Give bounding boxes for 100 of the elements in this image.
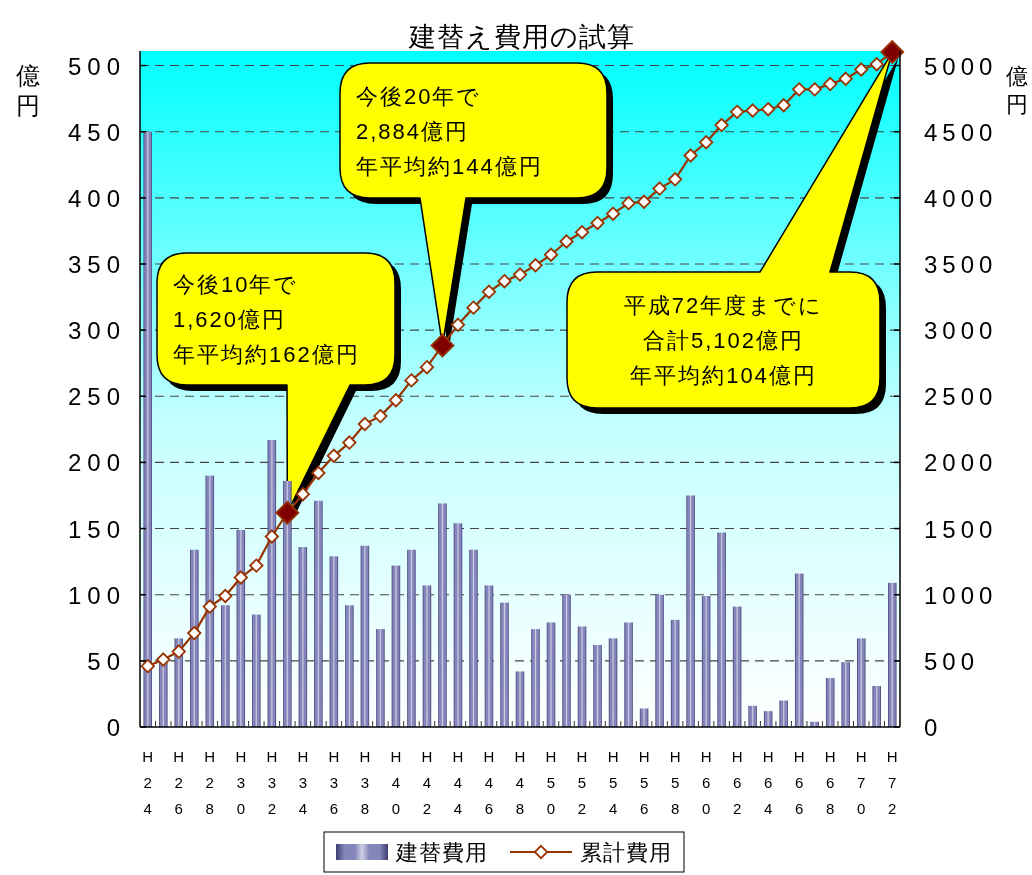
bar [825,678,835,727]
point [574,225,590,240]
x-tick-label: H38 [359,748,371,817]
point [264,529,279,544]
bar [190,549,199,727]
point [838,71,853,86]
bar [391,565,401,727]
annotation: 今後10年で1,620億円年平均約162億円 [173,272,360,367]
y2-tick-label: 5000 [924,52,998,80]
point [714,117,729,133]
x-tick-label: H46 [483,748,495,817]
y2-tick-label: 1000 [924,581,998,609]
y-tick-label: 50 [87,647,126,675]
point [311,465,326,481]
x-tick-label: H40 [390,748,402,817]
x-tick-label: H70 [855,748,867,817]
y-tick-label: 100 [67,581,126,609]
bar [887,582,897,727]
bar [314,500,323,727]
bar [701,596,711,727]
point [559,234,574,249]
x-tick-label: H36 [328,748,340,817]
bar [593,644,602,727]
bar [531,629,540,727]
annotation: 今後20年で2,884億円年平均約144億円 [356,83,543,179]
point [792,82,807,97]
bar [438,503,447,727]
bar [562,594,571,727]
bar [159,660,168,727]
x-tick-label: H34 [297,748,309,817]
y-tick-label: 0 [106,714,126,741]
legend-label: 建替費用 [395,840,488,865]
x-tick-label: H58 [669,748,681,817]
y2-tick-label: 500 [924,647,980,675]
bar [345,605,354,727]
chart-title: 建替え費用の試算 [408,22,635,52]
bar [748,705,757,727]
y-tick-label: 200 [67,449,126,477]
bar [655,594,664,727]
bar [329,556,339,727]
bar [453,523,463,727]
point [807,82,822,97]
x-tick-label: H32 [266,748,278,817]
x-tick-label: H56 [638,748,650,817]
point [295,487,310,502]
point [466,300,481,315]
bar [221,605,230,727]
bar [546,622,556,727]
y2-tick-label: 3500 [924,250,998,278]
x-tick-label: H28 [204,748,216,817]
y-tick-label: 300 [67,317,126,345]
bar [298,547,308,727]
bar [252,614,261,727]
point [761,102,776,117]
x-tick-label: H26 [173,748,185,817]
point [543,247,559,262]
point [745,103,760,118]
point [156,652,171,667]
point [373,409,388,424]
point [699,135,714,150]
y-tick-label: 400 [67,184,126,212]
point [621,196,636,211]
bar [500,602,509,727]
y2-axis-title: 億円 [1006,64,1028,117]
point [233,570,248,585]
bar [732,606,742,727]
bar [639,708,649,727]
y-tick-label: 450 [67,118,126,146]
point [605,206,621,221]
bar [515,671,525,727]
x-tick-label: H42 [421,748,433,817]
point [450,317,466,332]
bar [376,629,385,727]
point [652,181,667,196]
x-tick-label: H66 [793,748,805,817]
point [854,62,869,77]
point [497,274,512,289]
x-tick-label: H50 [545,748,557,817]
x-tick-label: H52 [576,748,588,817]
x-tick-label: H62 [731,748,743,817]
point [481,284,497,299]
point [202,599,217,614]
y-axis-title: 億円 [16,62,40,119]
y2-tick-label: 2500 [924,383,998,411]
point [636,194,652,209]
bar [841,662,850,727]
point [140,659,155,674]
bar [407,549,416,727]
bar [143,131,153,727]
y2-tick-label: 3000 [924,317,998,345]
point [326,448,341,463]
bar [794,573,804,727]
point [776,98,791,113]
point [342,435,357,450]
bar [360,545,370,727]
point [823,76,838,92]
point [404,373,419,388]
bar [484,585,494,727]
annotation: 平成72年度までに合計5,102億円年平均約104億円 [623,293,824,388]
bar [872,685,881,727]
